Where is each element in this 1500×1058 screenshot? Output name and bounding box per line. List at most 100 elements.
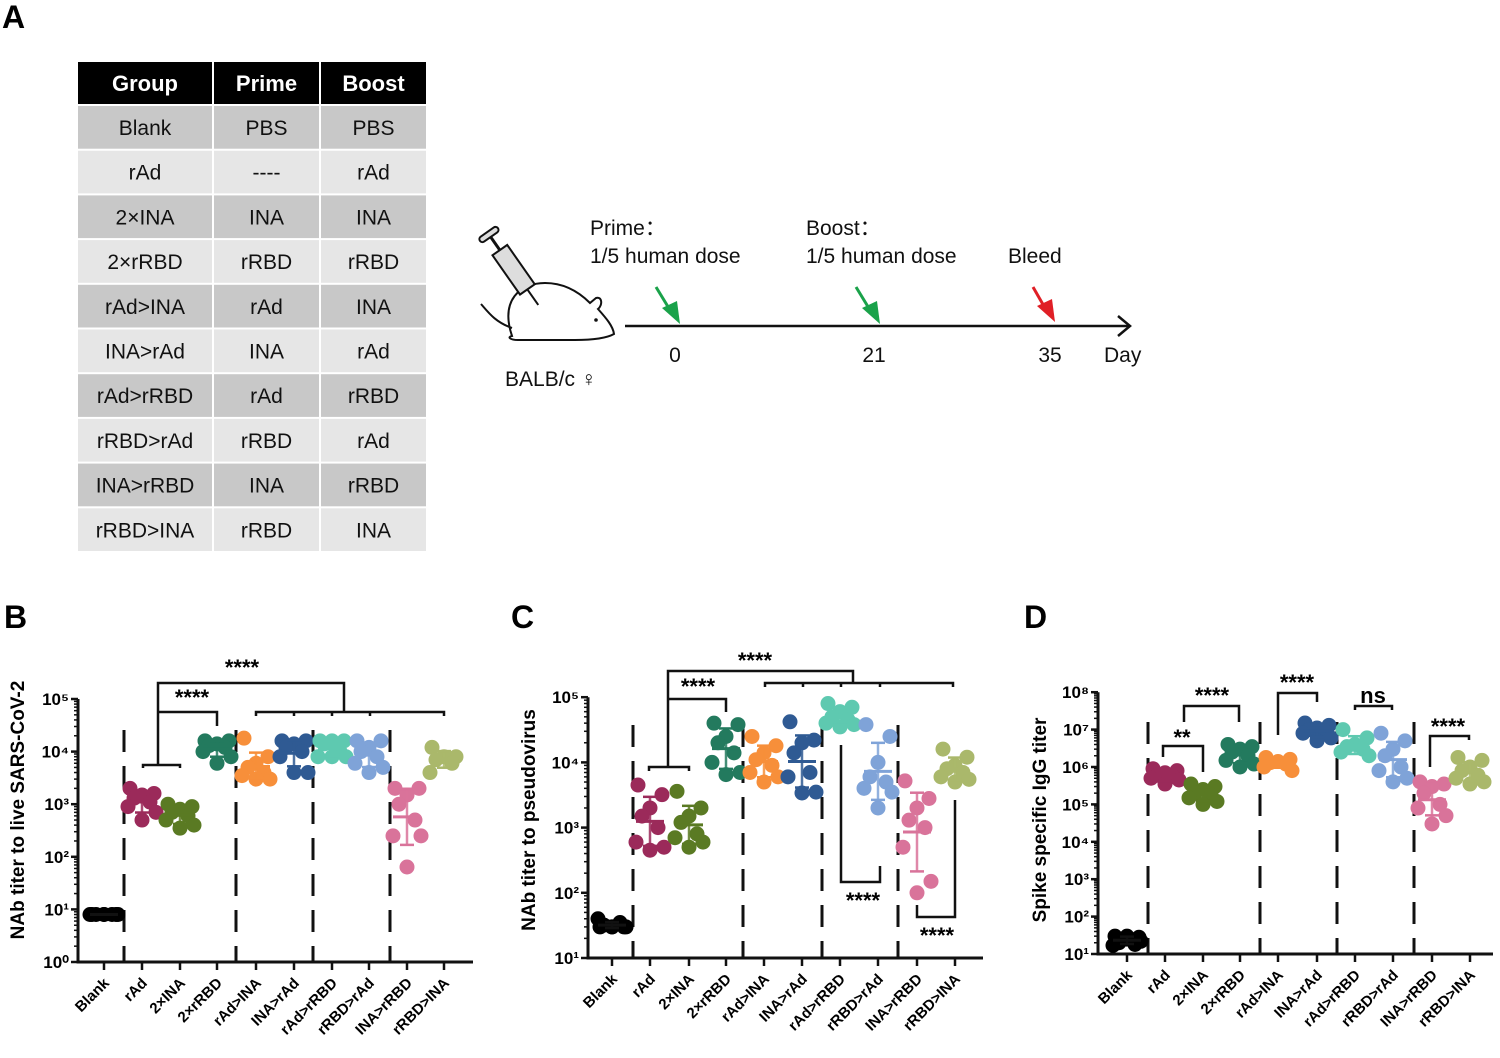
table-cell-text: rRBD — [348, 385, 399, 408]
y-tick-label: 10⁴ — [42, 743, 69, 762]
data-point — [134, 812, 150, 828]
table-cell-text: rAd — [357, 341, 390, 364]
data-point — [262, 771, 278, 787]
x-tick-label: Blank — [1095, 966, 1136, 1007]
data-point — [794, 785, 810, 801]
data-point — [294, 744, 310, 760]
y-tick-label: 10⁵ — [42, 690, 69, 709]
prime-title: Prime： — [590, 217, 666, 240]
significance-bracket — [141, 763, 182, 768]
data-point — [1410, 800, 1426, 816]
table-cell — [214, 106, 319, 149]
table-cell-text: rAd>INA — [105, 296, 185, 319]
table-cell — [321, 106, 426, 149]
table-cell — [78, 106, 212, 149]
table-cell-text: INA>rAd — [105, 341, 185, 364]
y-tick-label: 10¹ — [554, 949, 579, 968]
data-point — [1373, 725, 1389, 741]
y-tick-label: 10¹ — [44, 900, 69, 919]
bleed-arrow-icon — [1031, 286, 1055, 322]
y-tick-label: 10⁰ — [43, 953, 69, 972]
data-point — [399, 859, 415, 875]
day-unit: Day — [1104, 344, 1142, 367]
data-point — [223, 749, 239, 765]
table-cell — [321, 150, 426, 194]
data-point — [590, 911, 606, 927]
data-point — [1450, 749, 1466, 765]
chart-c-pseudovirus-nab: 10¹ 10² 10³ 10⁴ 10⁵ NAb titer to pseudovirus B… — [519, 648, 983, 1034]
y-tick-label: 10⁴ — [552, 753, 579, 772]
data-point — [693, 800, 709, 816]
y-tick-label: 10² — [44, 848, 69, 867]
y-tick-label: 10⁵ — [552, 688, 579, 707]
significance-label: **** — [225, 655, 260, 680]
boost-arrow-icon — [854, 286, 880, 324]
y-tick-label: 10⁷ — [1063, 721, 1089, 740]
table-cell — [214, 150, 319, 194]
y-tick-label: 10¹ — [1064, 945, 1089, 964]
table-cell — [214, 240, 319, 283]
day-21: 21 — [862, 344, 885, 367]
chart-b-live-virus-nab: 10⁰ 10¹ 10² 10³ 10⁴ 10⁵ NAb titer to live SARS… — [8, 655, 473, 1038]
table-header-label: Prime — [236, 71, 297, 96]
data-point — [424, 739, 440, 755]
table-cell — [321, 240, 426, 283]
data-point — [947, 774, 963, 790]
data-point — [1436, 776, 1452, 792]
significance-bracket — [839, 745, 882, 884]
y-tick-label: 10³ — [44, 795, 69, 814]
data-point — [186, 817, 202, 833]
data-point — [310, 749, 326, 765]
data-point — [1476, 774, 1492, 790]
data-point — [1284, 763, 1300, 779]
significance-label: **** — [175, 685, 210, 710]
table-cell — [78, 508, 212, 551]
data-point — [630, 777, 646, 793]
timeline: Prime： 1/5 human dose Boost： 1/5 human d… — [478, 217, 1142, 391]
data-point — [1399, 770, 1415, 786]
data-point — [959, 749, 975, 765]
table-cell-text: INA — [356, 519, 391, 542]
regimen-table: Group Prime Boost Blank PBS PBS rAd ---- rAd 2×IN… — [78, 62, 426, 551]
table-cell-text: 2×INA — [116, 206, 175, 229]
data-point — [300, 765, 316, 781]
data-point — [422, 765, 438, 781]
table-cell — [214, 463, 319, 507]
data-point — [882, 728, 898, 744]
data-point — [870, 800, 886, 816]
significance-bracket — [1428, 734, 1471, 767]
data-point — [695, 834, 711, 850]
table-cell-text: ---- — [253, 162, 281, 185]
table-cell — [321, 329, 426, 373]
y-tick-label: 10³ — [554, 819, 579, 838]
data-point — [846, 717, 862, 733]
table-cell — [214, 195, 319, 239]
x-tick-label: Blank — [580, 970, 621, 1011]
data-point — [748, 752, 764, 768]
data-point — [844, 699, 860, 715]
data-point — [820, 696, 836, 712]
table-cell — [78, 463, 212, 507]
data-point — [1438, 808, 1454, 824]
table-cell-text: rRBD — [241, 519, 292, 542]
data-point — [1424, 816, 1440, 832]
data-point — [858, 717, 874, 733]
table-cell-text: rAd>rRBD — [97, 385, 193, 408]
data-point — [286, 765, 302, 781]
significance-bracket — [254, 710, 446, 716]
day-0: 0 — [669, 344, 681, 367]
data-point — [667, 830, 683, 846]
table-header-label: Boost — [342, 71, 405, 96]
boost-title: Boost： — [806, 217, 881, 240]
y-axis-title: NAb titer to live SARS-CoV-2 — [8, 681, 29, 940]
significance-label: **** — [846, 888, 881, 913]
table-cell-text: PBS — [352, 117, 394, 140]
data-point — [1359, 730, 1375, 746]
y-axis-title: NAb titer to pseudovirus — [519, 709, 540, 931]
table-header-label: Group — [112, 71, 178, 96]
data-point — [1361, 748, 1377, 764]
data-point — [1462, 776, 1478, 792]
data-point — [656, 839, 672, 855]
significance-bracket — [915, 800, 957, 919]
data-point — [901, 812, 917, 828]
